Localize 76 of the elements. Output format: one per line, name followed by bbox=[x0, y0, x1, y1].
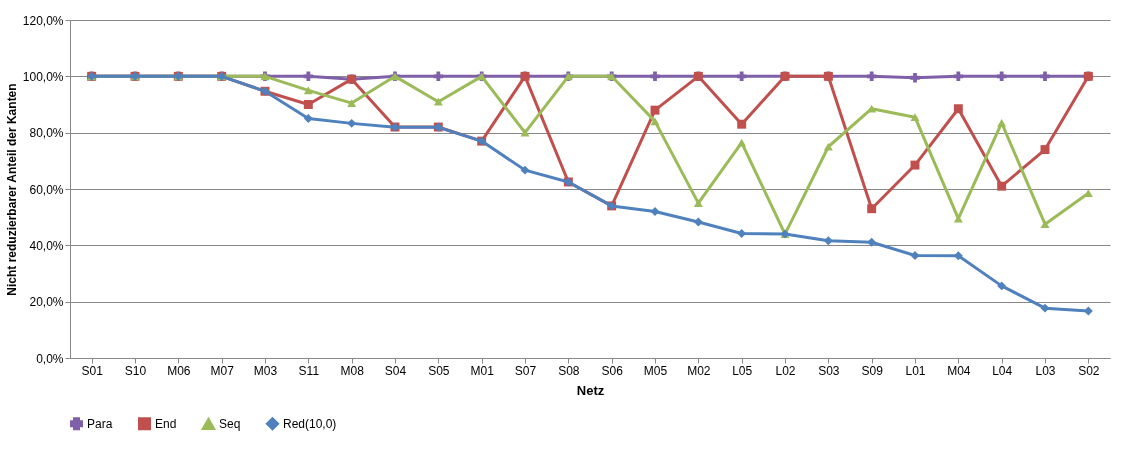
x-tick-label: S09 bbox=[861, 363, 884, 378]
point bbox=[303, 100, 313, 109]
x-tick-label: S10 bbox=[124, 363, 147, 378]
x-tick-label: S02 bbox=[1078, 363, 1100, 378]
x-tick-label: L01 bbox=[905, 363, 926, 378]
x-tick-label: M01 bbox=[470, 363, 495, 378]
point bbox=[650, 71, 660, 82]
x-tick-label: L02 bbox=[775, 363, 796, 378]
x-tick-label: S06 bbox=[601, 363, 624, 378]
point bbox=[520, 128, 530, 137]
point bbox=[866, 71, 877, 82]
legend-label: Seq bbox=[219, 417, 241, 432]
point bbox=[910, 160, 920, 170]
point bbox=[867, 204, 877, 214]
point bbox=[1040, 145, 1050, 155]
y-tick-label: 100,0% bbox=[22, 69, 64, 84]
point bbox=[867, 104, 877, 113]
point bbox=[693, 199, 703, 207]
point bbox=[1040, 71, 1050, 82]
point bbox=[693, 217, 703, 227]
x-tick-label: L04 bbox=[992, 363, 1013, 378]
point bbox=[303, 86, 313, 95]
point bbox=[910, 251, 920, 260]
x-tick-label: S04 bbox=[384, 363, 407, 378]
x-tick-label: M04 bbox=[947, 363, 971, 378]
y-tick-label: 40,0% bbox=[29, 238, 64, 253]
point bbox=[910, 73, 920, 83]
point bbox=[737, 119, 747, 129]
point bbox=[520, 165, 530, 175]
x-tick-label: S01 bbox=[81, 363, 104, 378]
x-tick-label: S11 bbox=[298, 363, 320, 378]
x-tick-label: S08 bbox=[558, 363, 580, 378]
point bbox=[303, 114, 313, 124]
point bbox=[867, 237, 877, 247]
y-tick-label: 80,0% bbox=[29, 126, 64, 141]
point bbox=[1040, 220, 1050, 229]
point bbox=[996, 71, 1007, 82]
point bbox=[953, 71, 964, 82]
point bbox=[736, 71, 747, 82]
y-axis-title: Nicht reduzierbarer Anteil der Kanten bbox=[4, 83, 19, 296]
x-tick-label: S05 bbox=[428, 363, 450, 378]
point bbox=[823, 142, 833, 151]
point bbox=[910, 113, 920, 122]
legend-label: Red(10,0) bbox=[283, 416, 337, 431]
legend-label: Para bbox=[87, 416, 113, 431]
y-tick-label: 0,0% bbox=[36, 351, 64, 366]
x-tick-label: M03 bbox=[253, 363, 278, 378]
point bbox=[650, 117, 660, 126]
x-tick-label: M06 bbox=[167, 363, 191, 378]
point bbox=[737, 229, 747, 238]
legend-label: End bbox=[155, 416, 177, 431]
y-tick-label: 20,0% bbox=[29, 295, 64, 310]
point bbox=[997, 118, 1007, 127]
point bbox=[303, 71, 314, 82]
point bbox=[823, 236, 833, 246]
point bbox=[997, 281, 1007, 291]
point bbox=[953, 104, 963, 114]
x-tick-label: S07 bbox=[514, 363, 537, 378]
y-tick-label: 60,0% bbox=[29, 182, 64, 197]
point bbox=[650, 207, 660, 217]
x-tick-label: S03 bbox=[818, 363, 840, 378]
point bbox=[997, 181, 1007, 191]
point bbox=[347, 118, 357, 128]
x-tick-label: M07 bbox=[210, 363, 235, 378]
x-tick-label: L05 bbox=[732, 363, 753, 378]
point bbox=[650, 105, 660, 115]
x-axis-title: Netz bbox=[576, 382, 605, 398]
y-tick-label: 120,0% bbox=[22, 13, 64, 28]
point bbox=[347, 99, 357, 107]
point bbox=[433, 97, 443, 106]
x-tick-label: L03 bbox=[1035, 363, 1056, 378]
x-tick-label: M05 bbox=[643, 363, 668, 378]
x-tick-label: M08 bbox=[340, 363, 365, 378]
point bbox=[433, 71, 444, 82]
point bbox=[1040, 303, 1050, 313]
x-tick-label: M02 bbox=[687, 363, 711, 378]
